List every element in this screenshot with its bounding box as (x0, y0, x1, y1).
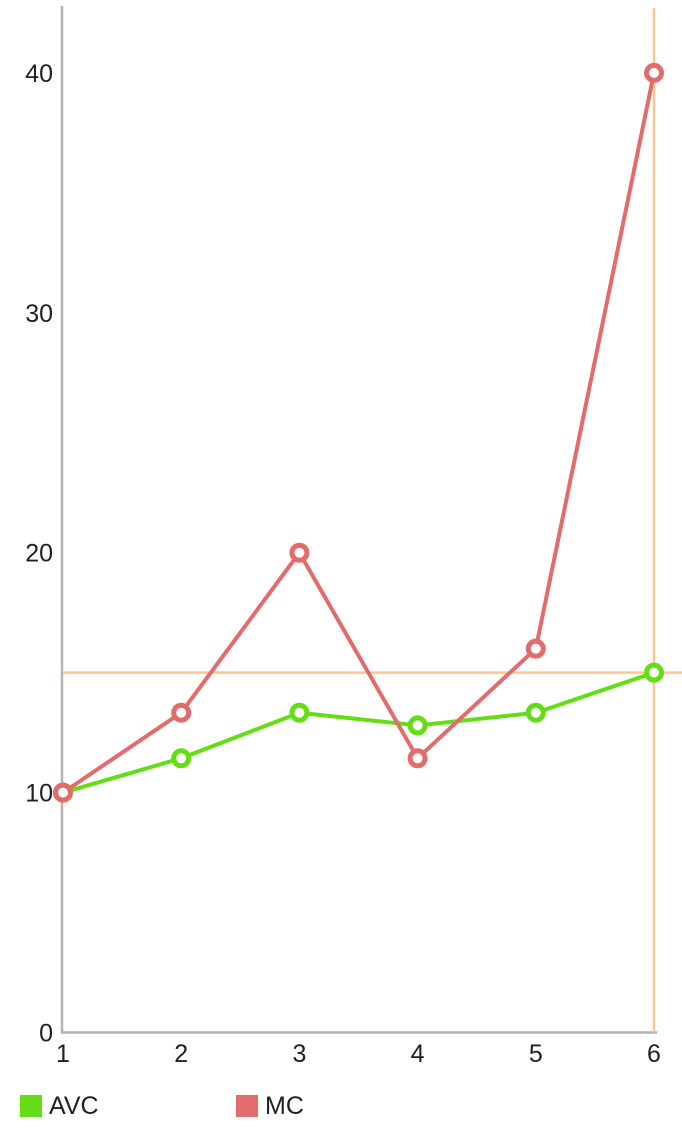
mc-color-swatch (236, 1095, 258, 1117)
mc-data-point-5[interactable] (525, 638, 546, 659)
avc-data-point-4[interactable] (407, 715, 428, 736)
avc-data-point-2[interactable] (171, 748, 192, 769)
avc-legend-label: AVC (49, 1092, 99, 1120)
mc-data-point-4[interactable] (407, 748, 428, 769)
mc-data-point-2[interactable] (171, 702, 192, 723)
line-chart[interactable]: 0 10 20 30 40 1 2 3 4 5 6 (0, 0, 682, 1080)
y-axis-tick-label-10: 10 (25, 780, 53, 808)
y-axis-tick-label-20: 20 (25, 540, 53, 568)
y-axis-tick-label-40: 40 (25, 60, 53, 88)
y-axis-tick-label-30: 30 (25, 300, 53, 328)
avc-color-swatch (20, 1095, 42, 1117)
avc-data-point-6[interactable] (644, 662, 664, 683)
mc-legend-label: MC (265, 1092, 304, 1120)
x-axis-tick-label-2: 2 (174, 1040, 188, 1068)
avc-data-point-5[interactable] (525, 702, 546, 723)
x-axis-tick-label-6: 6 (647, 1040, 661, 1068)
mc-data-point-3[interactable] (289, 542, 310, 563)
y-axis-tick-label-0: 0 (39, 1020, 53, 1048)
x-axis-tick-label-5: 5 (529, 1040, 543, 1068)
legend-item-avc: AVC (20, 1092, 99, 1120)
x-axis-tick-label-3: 3 (292, 1040, 306, 1068)
chart-legend: AVC MC (0, 1094, 682, 1122)
avc-data-point-3[interactable] (289, 702, 310, 723)
x-axis-tick-label-4: 4 (411, 1040, 425, 1068)
mc-line (61, 70, 656, 795)
x-axis-tick-label-1: 1 (56, 1040, 70, 1068)
mc-data-point-1[interactable] (53, 782, 73, 803)
avc-line (61, 670, 656, 795)
mc-data-point-6[interactable] (644, 62, 664, 83)
legend-item-mc: MC (236, 1092, 304, 1120)
